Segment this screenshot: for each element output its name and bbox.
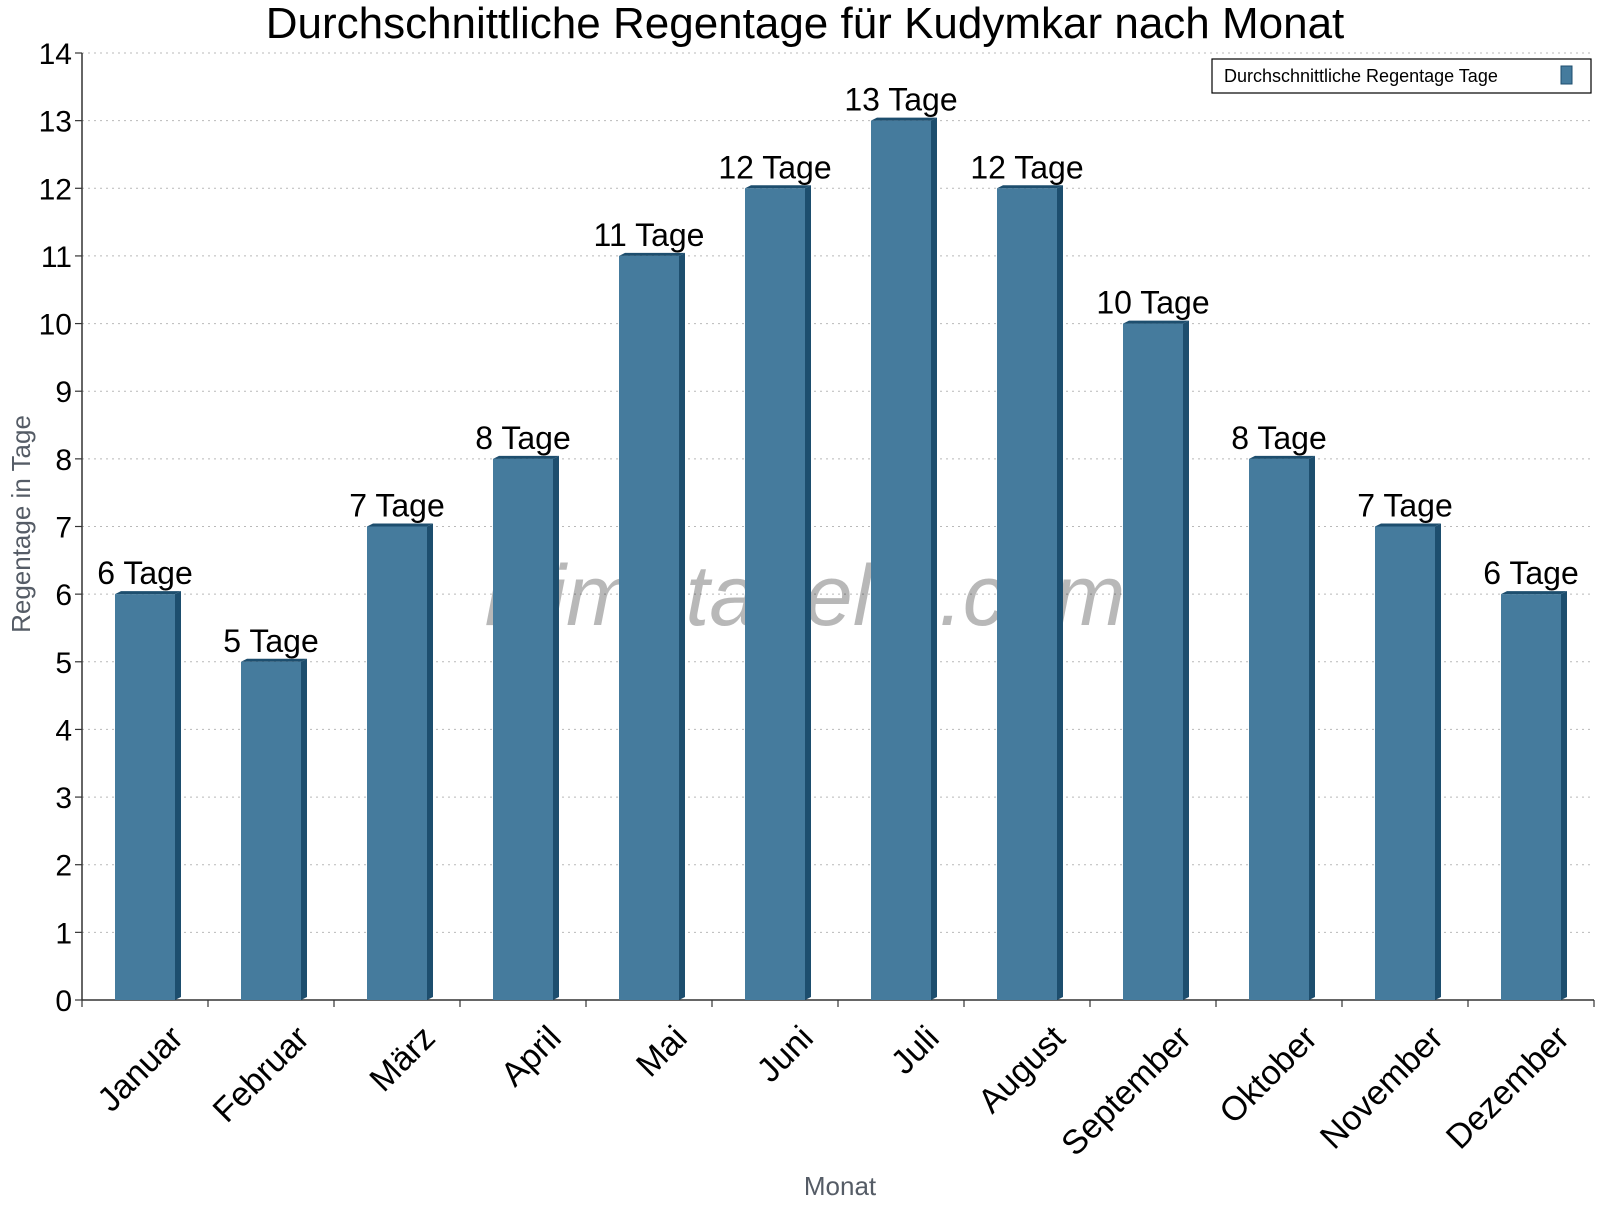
bar-top xyxy=(871,117,937,121)
bar-top xyxy=(1501,591,1567,595)
bar-top xyxy=(745,185,811,189)
x-tick-label: April xyxy=(494,1019,569,1094)
bar-side xyxy=(175,591,181,1000)
x-tick-label: Februar xyxy=(206,1019,317,1130)
x-tick-label: Juli xyxy=(884,1019,947,1082)
bar-top xyxy=(1375,523,1441,527)
bar-side xyxy=(553,455,559,1000)
data-label: 5 Tage xyxy=(223,623,319,659)
data-label: 11 Tage xyxy=(594,217,705,253)
x-tick-label: September xyxy=(1054,1019,1198,1163)
x-tick-label: August xyxy=(971,1018,1073,1120)
x-tick-label: November xyxy=(1313,1019,1451,1157)
bar-top xyxy=(367,523,433,527)
y-tick-label: 8 xyxy=(55,444,72,477)
y-tick-label: 0 xyxy=(55,985,72,1018)
bar xyxy=(745,188,805,1001)
data-label: 13 Tage xyxy=(844,82,957,118)
bar-top xyxy=(241,658,307,662)
bar-side xyxy=(1183,320,1189,1001)
bar-top xyxy=(493,455,559,459)
y-tick-label: 13 xyxy=(39,106,72,139)
y-tick-label: 1 xyxy=(55,917,72,950)
data-label: 12 Tage xyxy=(718,149,831,185)
data-label: 10 Tage xyxy=(1096,285,1209,321)
bar xyxy=(1501,594,1561,1000)
y-tick-label: 3 xyxy=(55,782,72,815)
legend-box xyxy=(1211,58,1592,94)
bar-top xyxy=(1123,320,1189,324)
y-tick-label: 4 xyxy=(55,714,72,747)
x-tick-label: Oktober xyxy=(1212,1019,1324,1131)
data-labels: 6 Tage 5 Tage 7 Tage 8 Tage 11 Tage 12 Tage 13… xyxy=(97,82,1579,659)
bar xyxy=(493,458,553,1000)
bar-top xyxy=(619,252,685,256)
y-tick-label: 6 xyxy=(55,579,72,612)
y-tick-label: 11 xyxy=(41,241,72,274)
bar-top xyxy=(1249,455,1315,459)
bar xyxy=(1123,323,1183,1001)
y-tick-label: 10 xyxy=(39,309,72,342)
data-label: 6 Tage xyxy=(1483,555,1579,591)
bar-side xyxy=(301,658,307,1000)
grid-lines xyxy=(82,52,1594,933)
y-tick-label: 7 xyxy=(55,512,72,545)
y-tick-label: 9 xyxy=(55,376,72,409)
x-tick-label: Dezember xyxy=(1439,1019,1577,1157)
bar-side xyxy=(1435,523,1441,1000)
legend-swatch xyxy=(1560,65,1573,85)
x-tick-label: Mai xyxy=(629,1019,695,1085)
bar xyxy=(871,120,931,1000)
bar-top xyxy=(997,185,1063,189)
data-label: 8 Tage xyxy=(475,420,571,456)
y-tick-label: 14 xyxy=(39,38,72,71)
data-label: 12 Tage xyxy=(970,149,1083,185)
bar-side xyxy=(931,117,937,1000)
y-tick-label: 12 xyxy=(39,173,72,206)
bars xyxy=(115,117,1567,1001)
x-axis-label: Monat xyxy=(804,1171,877,1200)
y-tick-label: 5 xyxy=(55,647,72,680)
bar-side xyxy=(427,523,433,1000)
bar xyxy=(367,526,427,1000)
bar xyxy=(1375,526,1435,1000)
chart-title: Durchschnittliche Regentage für Kudymkar… xyxy=(266,0,1345,48)
bar xyxy=(619,255,679,1000)
data-label: 8 Tage xyxy=(1231,420,1327,456)
bar xyxy=(1249,458,1309,1000)
bar-side xyxy=(805,185,811,1001)
data-label: 6 Tage xyxy=(97,555,193,591)
bar-side xyxy=(679,252,685,1000)
bar-side xyxy=(1309,455,1315,1000)
legend-label: Durchschnittliche Regentage Tage xyxy=(1224,66,1498,86)
bar-side xyxy=(1057,185,1063,1001)
x-tick-label: März xyxy=(362,1019,442,1099)
bar-top xyxy=(115,591,181,595)
x-tick-label: Juni xyxy=(750,1019,821,1090)
data-label: 7 Tage xyxy=(1357,488,1453,524)
y-axis-label: Regentage in Tage xyxy=(6,415,36,633)
bar xyxy=(115,594,175,1000)
bar xyxy=(241,661,301,1000)
data-label: 7 Tage xyxy=(349,488,445,524)
legend: Durchschnittliche Regentage Tage xyxy=(1211,58,1592,94)
y-tick-label: 2 xyxy=(55,850,72,883)
bar xyxy=(997,188,1057,1001)
bar-side xyxy=(1561,591,1567,1000)
x-tick-label: Januar xyxy=(90,1019,190,1119)
